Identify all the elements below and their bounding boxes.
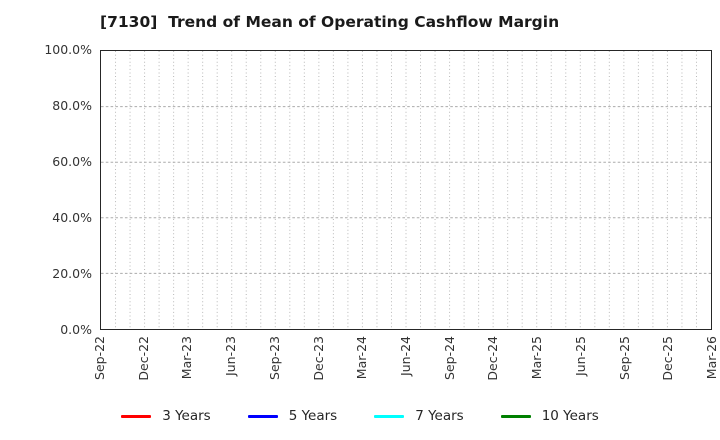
legend-line-swatch [247, 414, 278, 418]
y-tick-label: 0.0% [60, 322, 92, 337]
chart-title: [7130] Trend of Mean of Operating Cashfl… [100, 13, 560, 31]
y-tick-label: 80.0% [52, 98, 92, 113]
x-tick-label: Sep-23 [266, 336, 282, 380]
legend-line-swatch [121, 414, 152, 418]
y-tick-label: 60.0% [52, 154, 92, 169]
plot-area [100, 50, 712, 330]
x-tick-label: Jun-23 [223, 336, 239, 376]
legend-label: 10 Years [541, 408, 599, 424]
legend-line-swatch [374, 414, 405, 418]
x-tick-label: Sep-24 [441, 336, 457, 380]
y-tick-label: 20.0% [52, 266, 92, 281]
x-tick-label: Dec-23 [310, 336, 326, 381]
legend-item-3-years: 3 Years [121, 408, 211, 424]
legend-label: 5 Years [288, 408, 338, 424]
x-tick-label: Mar-25 [529, 336, 545, 380]
x-tick-label: Mar-26 [704, 336, 719, 380]
x-tick-label: Dec-25 [660, 336, 676, 381]
x-tick-label: Jun-24 [398, 336, 413, 376]
x-tick-label: Mar-24 [354, 336, 370, 380]
x-tick-label: Dec-22 [135, 336, 151, 381]
x-tick-label: Dec-24 [485, 336, 501, 381]
legend-label: 7 Years [415, 408, 464, 424]
x-tick-label: Mar-23 [179, 336, 195, 380]
legend: 3 Years 5 Years 7 Years 10 Years [0, 403, 720, 429]
legend-item-7-years: 7 Years [374, 408, 464, 424]
legend-line-swatch [500, 414, 531, 418]
y-tick-label: 40.0% [52, 210, 92, 225]
y-tick-label: 100.0% [44, 42, 92, 57]
x-tick-label: Sep-25 [616, 336, 632, 380]
x-tick-label: Jun-25 [572, 336, 588, 376]
legend-item-5-years: 5 Years [247, 408, 338, 424]
legend-label: 3 Years [162, 408, 211, 424]
legend-item-10-years: 10 Years [500, 408, 599, 424]
x-tick-label: Sep-22 [92, 336, 107, 380]
grid [101, 51, 711, 329]
